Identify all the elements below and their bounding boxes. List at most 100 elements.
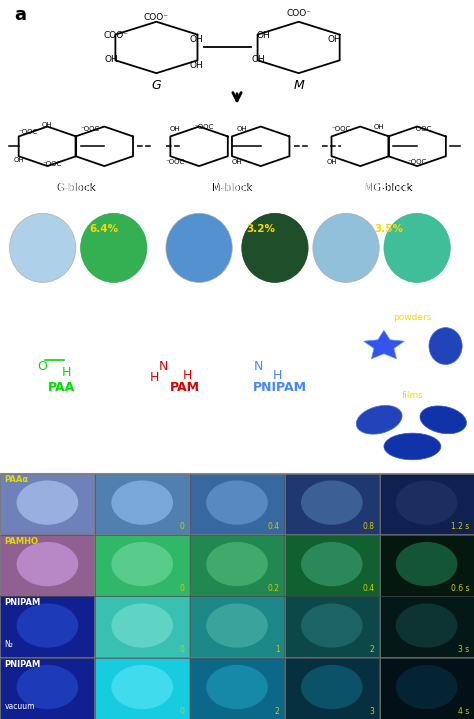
Ellipse shape — [301, 480, 363, 525]
Text: OH: OH — [374, 124, 384, 129]
Text: PAAα: PAAα — [5, 475, 29, 484]
Text: 4 s: 4 s — [458, 707, 469, 715]
Text: 0.8: 0.8 — [363, 522, 374, 531]
Text: N: N — [159, 360, 168, 373]
Ellipse shape — [420, 406, 466, 434]
Text: O: O — [178, 319, 187, 332]
Ellipse shape — [111, 603, 173, 648]
Text: ⁻OOC: ⁻OOC — [166, 159, 185, 165]
Text: M: M — [293, 78, 304, 91]
Text: b: b — [9, 201, 22, 219]
Text: 2: 2 — [370, 645, 374, 654]
Ellipse shape — [301, 603, 363, 648]
Text: ⁻OOC: ⁻OOC — [81, 126, 100, 132]
Text: (: ( — [240, 336, 248, 356]
Text: H: H — [149, 372, 159, 385]
Text: PDI:: PDI: — [14, 424, 35, 434]
Text: 3 s: 3 s — [458, 645, 469, 654]
FancyBboxPatch shape — [380, 474, 474, 534]
Text: PNIPAM: PNIPAM — [5, 659, 41, 669]
FancyBboxPatch shape — [95, 535, 189, 595]
Ellipse shape — [396, 603, 457, 648]
Text: n: n — [96, 343, 103, 353]
Text: ⁻OOC: ⁻OOC — [412, 126, 431, 132]
Ellipse shape — [17, 603, 78, 648]
Text: OH: OH — [104, 55, 118, 64]
Text: PNIPAM: PNIPAM — [253, 381, 307, 394]
Text: MG-block: MG-block — [364, 183, 409, 193]
Text: 3.2%: 3.2% — [246, 224, 275, 234]
Text: ⁻OOC: ⁻OOC — [194, 124, 213, 129]
Text: PAM: PAM — [404, 461, 420, 470]
Text: ): ) — [212, 336, 219, 356]
FancyBboxPatch shape — [285, 597, 379, 657]
Text: OH: OH — [170, 126, 181, 132]
Text: OH: OH — [256, 31, 270, 40]
FancyBboxPatch shape — [0, 658, 94, 718]
Ellipse shape — [206, 480, 268, 525]
Text: n: n — [219, 343, 226, 353]
FancyBboxPatch shape — [190, 597, 284, 657]
Text: 0: 0 — [180, 645, 185, 654]
Text: UV on: UV on — [188, 296, 210, 305]
Ellipse shape — [301, 542, 363, 586]
Text: OH: OH — [327, 35, 341, 44]
Ellipse shape — [384, 433, 441, 459]
FancyBboxPatch shape — [190, 535, 284, 595]
FancyBboxPatch shape — [380, 597, 474, 657]
FancyBboxPatch shape — [0, 597, 94, 657]
Text: N: N — [254, 360, 263, 373]
Text: 0.2: 0.2 — [268, 584, 280, 592]
Text: vacuum: vacuum — [5, 702, 35, 711]
Text: 3: 3 — [370, 707, 374, 715]
Text: ⁻OOC: ⁻OOC — [332, 126, 351, 132]
Text: UV off: UV off — [263, 296, 287, 305]
Text: COO⁻: COO⁻ — [144, 13, 169, 22]
Text: H: H — [62, 366, 71, 379]
Ellipse shape — [111, 480, 173, 525]
Ellipse shape — [206, 665, 268, 709]
Text: (: ( — [146, 336, 153, 356]
Text: 33 200: 33 200 — [72, 399, 108, 409]
Ellipse shape — [356, 406, 402, 434]
Text: G-block: G-block — [57, 183, 94, 193]
Text: (: ( — [22, 336, 30, 356]
Ellipse shape — [17, 480, 78, 525]
Text: O: O — [38, 360, 47, 373]
FancyBboxPatch shape — [190, 474, 284, 534]
Text: ): ) — [307, 336, 314, 356]
FancyBboxPatch shape — [95, 597, 189, 657]
Text: OH: OH — [190, 35, 204, 44]
Text: PNIPAM: PNIPAM — [365, 434, 393, 443]
Text: G-block: G-block — [56, 183, 96, 193]
Text: COO⁻: COO⁻ — [286, 9, 311, 19]
Text: O: O — [55, 319, 64, 332]
FancyBboxPatch shape — [95, 474, 189, 534]
Ellipse shape — [111, 542, 173, 586]
Text: PAA: PAA — [48, 381, 75, 394]
Ellipse shape — [81, 214, 147, 283]
Text: UV off: UV off — [102, 296, 126, 305]
Text: UV on: UV on — [31, 296, 54, 305]
Text: 6.4%: 6.4% — [90, 224, 119, 234]
Text: powders: powders — [393, 313, 431, 322]
Text: $M_w$:: $M_w$: — [14, 399, 34, 413]
Text: 0: 0 — [180, 707, 185, 715]
Text: 0.4: 0.4 — [362, 584, 374, 592]
Text: COO⁻: COO⁻ — [104, 31, 128, 40]
Ellipse shape — [111, 665, 173, 709]
Text: O: O — [273, 319, 282, 332]
Text: 2: 2 — [275, 707, 280, 715]
Text: a: a — [14, 6, 26, 24]
Text: OH: OH — [190, 60, 204, 70]
Text: 31 600: 31 600 — [181, 399, 217, 409]
Text: 1.2: 1.2 — [276, 424, 293, 434]
FancyBboxPatch shape — [95, 658, 189, 718]
Text: 1.2 s: 1.2 s — [451, 522, 469, 531]
Text: PAA: PAA — [438, 369, 453, 377]
Ellipse shape — [384, 214, 450, 283]
Text: 0: 0 — [180, 584, 185, 592]
Ellipse shape — [429, 328, 462, 365]
Text: 22 500: 22 500 — [266, 399, 302, 409]
Text: OH: OH — [237, 126, 247, 132]
